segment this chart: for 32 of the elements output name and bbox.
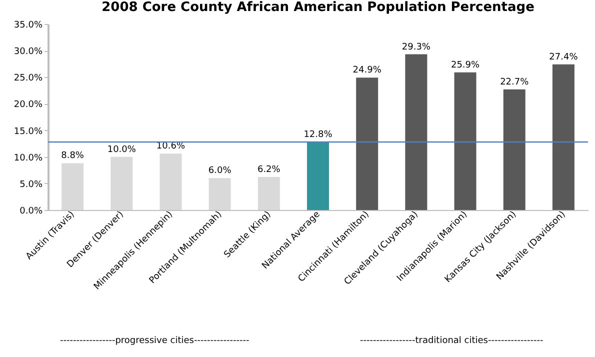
y-tick-label: 10.0% [14,153,43,164]
bar [503,89,526,210]
data-label: 27.4% [549,52,578,62]
chart-title: 2008 Core County African American Population Percentage [102,0,535,15]
y-tick-label: 30.0% [14,47,43,58]
bar [160,154,182,210]
text: -----------------traditional cities----------------- [360,336,544,346]
bar [356,78,378,210]
data-label: 25.9% [450,60,480,70]
data-label: 24.9% [352,66,382,76]
y-tick-label: 5.0% [20,180,43,190]
bar [552,64,574,210]
y-tick-label: 25.0% [14,74,43,84]
bar [258,177,280,210]
data-label: 6.2% [257,165,281,176]
bar [62,163,84,210]
data-label: 8.8% [61,151,84,162]
data-label: 29.3% [402,42,431,52]
data-label: 22.7% [500,77,530,88]
y-tick-label: 20.0% [14,100,43,110]
data-label: 10.0% [107,144,136,155]
bar [208,178,231,210]
bar [110,156,133,210]
y-tick-label: 0.0% [20,206,43,216]
data-label: 12.8% [304,130,333,140]
y-tick-label: 35.0% [14,20,43,30]
bar [307,142,329,210]
bar [405,54,428,210]
text: -----------------progressive cities----------------- [60,336,250,346]
bar [454,72,476,210]
y-tick-label: 15.0% [14,126,43,137]
data-label: 6.0% [208,166,232,176]
